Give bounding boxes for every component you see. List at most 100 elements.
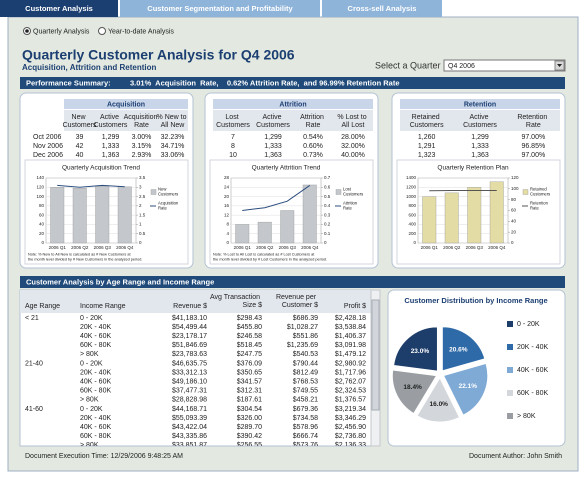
x-tick-label: 2006 Q4 — [301, 245, 319, 250]
cell: $1,235.69 — [287, 342, 318, 349]
y2-tick-label: 20 — [511, 229, 517, 234]
legend-swatch — [507, 413, 513, 419]
x-tick-label: 2006 Q3 — [279, 245, 297, 250]
cell: 0.54% — [303, 134, 323, 141]
cell: $2,324.53 — [335, 388, 366, 395]
bar — [95, 186, 110, 244]
legend-swatch — [507, 321, 513, 327]
x-tick-label: 2006 Q3 — [466, 245, 484, 250]
cell: 0 - 20K — [80, 360, 103, 367]
tab[interactable] — [322, 0, 442, 17]
y2-tick-label: 0.7 — [324, 175, 331, 180]
pie-label: 20.6% — [449, 346, 468, 353]
table-title-band — [400, 99, 560, 109]
y-tick-label: 80 — [39, 203, 45, 208]
y-tick-label: 120 — [36, 184, 44, 189]
radio[interactable] — [98, 27, 106, 35]
radio-label[interactable]: Quarterly Analysis — [33, 28, 90, 35]
column-header: Retention Rate — [517, 114, 549, 129]
cell: 40.00% — [341, 152, 365, 159]
cell: 32.00% — [341, 143, 365, 150]
cell: $350.65 — [237, 369, 262, 376]
row-label: Dec 2006 — [33, 152, 63, 159]
y-tick-label: 12 — [224, 212, 230, 217]
y2-tick-label: 0.1 — [324, 231, 331, 236]
page-title: Quarterly Customer Analysis for Q4 2006 — [22, 47, 295, 63]
column-header: Avg Transaction Size $ — [210, 294, 262, 309]
cell: 1,333 — [471, 143, 489, 150]
tab[interactable] — [120, 0, 320, 17]
cell: 0 - 20K — [80, 406, 103, 413]
cell: $2,762.07 — [335, 379, 366, 386]
y-tick-label: 1200 — [406, 184, 417, 189]
cell: 33.06% — [161, 152, 185, 159]
cell: 60K - 80K — [80, 342, 111, 349]
select-value[interactable]: Q4 2006 — [448, 63, 475, 70]
tab-label[interactable]: Customer Segmentation and Profitability — [147, 4, 293, 13]
y2-tick-label: 0.5 — [324, 194, 331, 199]
legend-swatch — [335, 189, 342, 195]
cell: 0.60% — [303, 143, 323, 150]
x-tick-label: 2006 Q2 — [256, 245, 274, 250]
age-range: < 21 — [25, 315, 39, 322]
y-tick-label: 1400 — [406, 175, 417, 180]
cell: $304.54 — [237, 406, 262, 413]
summary-bar — [20, 77, 565, 89]
legend-swatch — [150, 189, 157, 195]
cell: $1,028.27 — [287, 324, 318, 331]
cell: $3,091.98 — [335, 342, 366, 349]
pie-label: 18.4% — [403, 384, 422, 391]
cell: $768.53 — [293, 379, 318, 386]
footer-author: Document Author: John Smith — [469, 453, 562, 460]
y-tick-label: 140 — [36, 175, 44, 180]
y2-tick-label: 0.4 — [324, 203, 331, 208]
bar — [302, 184, 317, 244]
y-tick-label: 800 — [408, 203, 416, 208]
legend-label: 40K - 60K — [517, 367, 548, 374]
cell: $55,093.39 — [172, 415, 207, 422]
legend-label: 20K - 40K — [517, 344, 548, 351]
cell: 2.93% — [132, 152, 152, 159]
cell: $23,178.17 — [172, 333, 207, 340]
cell: $187.61 — [237, 397, 262, 404]
cell: 20K - 40K — [80, 324, 111, 331]
scrollbar-thumb[interactable] — [371, 299, 380, 411]
page-subtitle: Acquisition, Attrition and Retention — [22, 63, 156, 72]
x-tick-label: 2006 Q2 — [71, 245, 89, 250]
pie-slice — [393, 326, 438, 372]
cell: $3,538.84 — [335, 324, 366, 331]
select-box[interactable] — [443, 59, 566, 72]
tab-label[interactable]: Customer Analysis — [25, 4, 93, 13]
cell: 28.00% — [341, 134, 365, 141]
table-body: < 21 0 - 20K $41,183.10 $298.43 $686.39 $2,42… — [25, 315, 366, 446]
radio-dot — [25, 29, 29, 33]
cell: 3.15% — [132, 143, 152, 150]
tab[interactable] — [0, 0, 118, 17]
pie-slice — [392, 369, 438, 414]
column-header: Attrition Rate — [300, 114, 326, 129]
y2-tick-label: 0 — [511, 240, 514, 245]
cell: $298.43 — [237, 315, 262, 322]
y-tick-label: 200 — [408, 231, 416, 236]
radio-label[interactable]: Year-to-date Analysis — [108, 28, 174, 35]
cell: 60K - 80K — [80, 388, 111, 395]
tab-label[interactable]: Cross-sell Analysis — [348, 4, 417, 13]
chart-note: Note: % Lost to All Lost is calculated a… — [213, 253, 327, 262]
cell: $51,846.69 — [172, 342, 207, 349]
column-header: Active Customers — [463, 114, 497, 129]
y2-tick-label: 0.2 — [324, 222, 331, 227]
cell: 40K - 60K — [80, 379, 111, 386]
y2-tick-label: 2 — [139, 203, 142, 208]
bar — [422, 196, 437, 244]
cell: $2,428.18 — [335, 315, 366, 322]
y-tick-label: 100 — [36, 194, 44, 199]
y-tick-label: 24 — [224, 184, 230, 189]
y-tick-label: 16 — [224, 203, 230, 208]
pie-label: 16.0% — [430, 401, 449, 408]
cell: 1,363 — [102, 152, 120, 159]
table-header-band — [213, 110, 373, 131]
bar — [50, 187, 65, 244]
cell: $46,635.75 — [172, 360, 207, 367]
legend-label: 0 - 20K — [517, 321, 540, 328]
legend-label: Acquisition Rate — [158, 201, 179, 211]
